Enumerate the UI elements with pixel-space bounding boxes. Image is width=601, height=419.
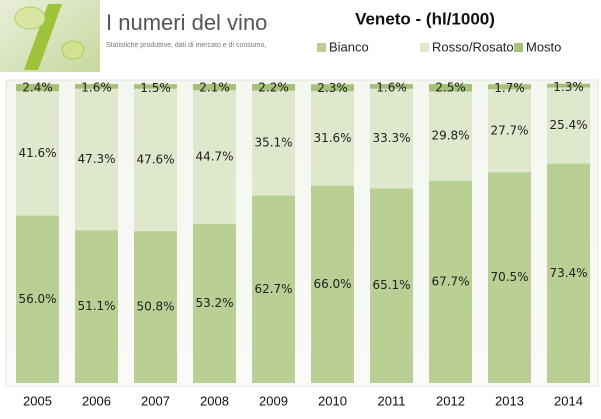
value-label: 1.6%: [376, 81, 407, 95]
value-label: 56.0%: [18, 292, 56, 306]
logo-grape: [14, 6, 46, 30]
bar-segment: [193, 84, 236, 91]
value-label: 50.8%: [136, 300, 174, 314]
bar-segment: [75, 84, 118, 89]
value-label: 2.4%: [22, 81, 53, 95]
value-label: 1.5%: [140, 81, 171, 95]
value-label: 1.6%: [81, 81, 112, 95]
bar-segment: [134, 84, 177, 89]
bar-segment: [311, 91, 354, 186]
legend-swatch: [317, 43, 326, 52]
value-label: 1.7%: [494, 81, 525, 95]
value-label: 70.5%: [490, 270, 528, 284]
bar-segment: [429, 91, 472, 181]
value-label: 44.7%: [195, 150, 233, 164]
logo-subtitle: Statistiche produttive, dati di mercato …: [106, 42, 266, 49]
value-label: 35.1%: [254, 136, 292, 150]
value-label: 66.0%: [313, 277, 351, 291]
bar-segment: [16, 84, 59, 92]
logo-grape: [61, 40, 85, 60]
bar-segment: [311, 84, 354, 92]
logo-slash: [24, 4, 62, 70]
value-label: 53.2%: [195, 296, 233, 310]
chart-title: Veneto - (hl/1000): [355, 9, 495, 28]
x-tick-label: 2012: [436, 393, 465, 408]
legend-label: Bianco: [329, 39, 369, 54]
legend-label: Rosso/Rosato: [432, 39, 514, 54]
bar-segment: [488, 89, 531, 173]
bar-segment: [488, 172, 531, 383]
value-label: 67.7%: [431, 274, 469, 288]
bar-segment: [311, 185, 354, 383]
value-label: 2.5%: [435, 81, 466, 95]
legend: Bianco Rosso/Rosato Mosto: [317, 39, 561, 54]
x-tick-label: 2008: [200, 393, 229, 408]
bar-segment: [16, 91, 59, 216]
x-tick-label: 2014: [554, 393, 583, 408]
value-label: 2.1%: [199, 81, 230, 95]
bar-segment: [547, 83, 590, 88]
bar-segment: [547, 163, 590, 383]
logo: I numeri del vino Statistiche produttive…: [0, 0, 267, 72]
value-label: 2.3%: [317, 81, 348, 95]
x-tick-label: 2005: [23, 393, 52, 408]
value-label: 73.4%: [549, 266, 587, 280]
value-label: 41.6%: [18, 146, 56, 160]
value-label: 1.3%: [553, 80, 584, 94]
legend-swatch: [514, 43, 523, 52]
bar-segment: [75, 88, 118, 231]
value-label: 62.7%: [254, 282, 292, 296]
bar-segment: [193, 90, 236, 224]
bar-segment: [16, 215, 59, 383]
x-tick-label: 2011: [378, 393, 406, 408]
bar-segment: [547, 87, 590, 164]
bar-segment: [370, 188, 413, 383]
legend-swatch: [420, 43, 429, 52]
bars: 56.0% 41.6% 2.4% 2005 51.1% 47.3% 1.6% 2006 50.8…: [16, 80, 590, 408]
bar-segment: [252, 195, 295, 383]
bar-segment: [134, 88, 177, 232]
bar-segment: [134, 231, 177, 383]
x-tick-label: 2009: [259, 393, 288, 408]
value-label: 33.3%: [372, 131, 410, 145]
x-tick-label: 2013: [495, 393, 524, 408]
x-tick-label: 2010: [318, 393, 347, 408]
x-tick-label: 2006: [82, 393, 111, 408]
legend-label: Mosto: [526, 39, 561, 54]
bar-segment: [252, 84, 295, 91]
logo-title: I numeri del vino: [106, 10, 267, 35]
value-label: 47.6%: [136, 152, 174, 166]
value-label: 31.6%: [313, 131, 351, 145]
bar-segment: [370, 88, 413, 189]
value-label: 25.4%: [549, 118, 587, 132]
bar-segment: [252, 90, 295, 196]
value-label: 2.2%: [258, 81, 289, 95]
bar-segment: [488, 84, 531, 90]
bar-segment: [193, 223, 236, 383]
x-tick-label: 2007: [141, 393, 170, 408]
value-label: 47.3%: [77, 152, 115, 166]
value-label: 65.1%: [372, 278, 410, 292]
value-label: 29.8%: [431, 129, 469, 143]
bar-segment: [370, 84, 413, 89]
bar-segment: [75, 230, 118, 383]
bar-segment: [429, 84, 472, 92]
value-label: 51.1%: [77, 299, 115, 313]
bar-segment: [429, 180, 472, 383]
value-label: 27.7%: [490, 123, 528, 137]
